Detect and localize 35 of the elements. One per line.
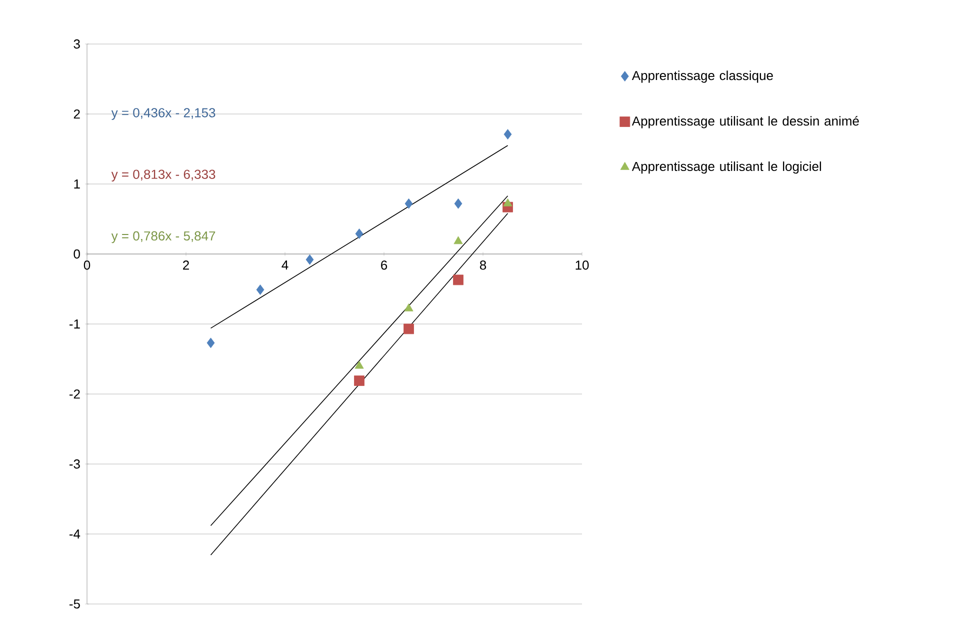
point <box>503 198 512 206</box>
point <box>454 236 463 244</box>
point <box>256 284 264 295</box>
y-tick-label: -3 <box>69 459 80 469</box>
point <box>504 129 512 140</box>
point <box>404 303 414 312</box>
annotation: y = 0,813x - 6,333 <box>111 170 216 182</box>
x-tick-label: 0 <box>84 260 90 270</box>
point <box>453 274 464 286</box>
y-tick-label: -4 <box>69 530 80 538</box>
point <box>206 338 215 348</box>
x-tick-label: 6 <box>381 260 388 270</box>
x-tick-label: 2 <box>183 260 189 270</box>
y-tick-label: -2 <box>69 389 80 399</box>
x-tick-label: 8 <box>480 260 486 270</box>
point <box>306 254 314 265</box>
point <box>354 360 364 369</box>
y-tick-label: 1 <box>74 180 80 188</box>
point <box>404 324 414 334</box>
point <box>454 198 462 209</box>
point <box>404 198 413 209</box>
point <box>354 376 364 386</box>
legend-label: Apprentissage utilisant le dessin animé <box>632 116 859 128</box>
x-tick-label: 4 <box>282 260 288 270</box>
y-tick-label: -5 <box>69 599 80 609</box>
legend-label: Apprentissage classique <box>632 70 773 83</box>
y-tick-label: 2 <box>74 109 80 119</box>
y-tick-label: 0 <box>74 249 80 259</box>
legend-label: Apprentissage utilisant le logiciel <box>632 161 821 174</box>
annotation: y = 0,786x - 5,847 <box>111 231 216 244</box>
y-tick-label: -1 <box>69 320 80 328</box>
annotation: y = 0,436x - 2,153 <box>111 108 216 120</box>
point <box>355 228 364 239</box>
y-tick-label: 3 <box>74 39 80 49</box>
x-tick-label: 10 <box>576 260 589 270</box>
